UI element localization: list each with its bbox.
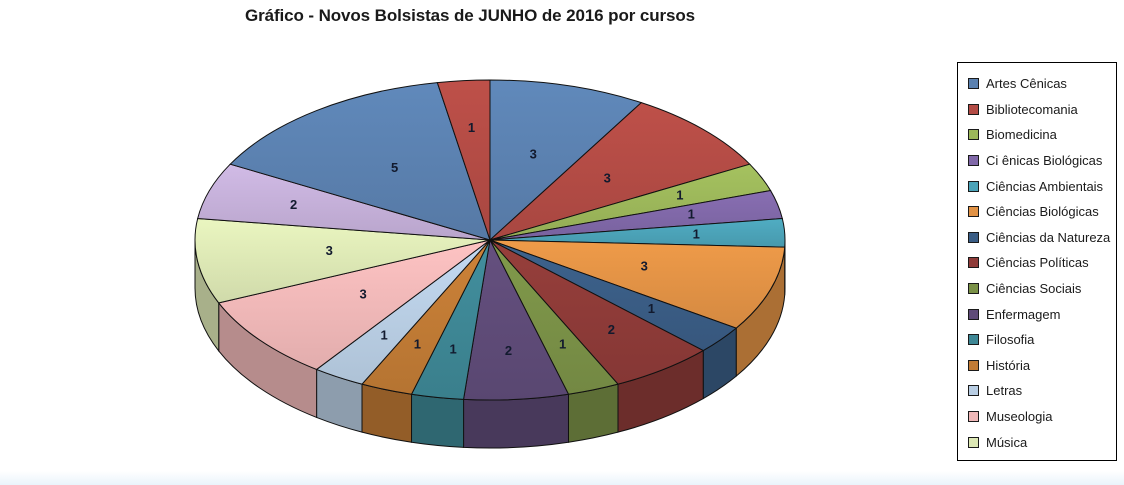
legend-item-label: Ciências Ambientais xyxy=(986,178,1104,194)
legend-color-swatch xyxy=(968,155,979,167)
legend-item-label: Ciências Sociais xyxy=(986,281,1082,297)
legend-color-swatch xyxy=(968,257,979,269)
legend-color-swatch xyxy=(968,385,979,397)
legend-color-swatch xyxy=(968,359,979,371)
legend-item-label: Filosofia xyxy=(986,332,1035,348)
legend-color-swatch xyxy=(968,436,979,448)
legend-item[interactable]: Enfermagem xyxy=(968,301,1116,327)
pie-slice-side xyxy=(411,393,465,448)
pie-slice-value-label: 3 xyxy=(604,171,611,186)
legend-item[interactable]: História xyxy=(968,353,1116,379)
pie-slice-value-label: 1 xyxy=(559,336,566,351)
legend-item[interactable]: Ciências Biológicas xyxy=(968,199,1116,225)
pie-slice-value-label: 1 xyxy=(648,301,655,316)
legend-item[interactable]: Ciências Ambientais xyxy=(968,173,1116,199)
legend-color-swatch xyxy=(968,334,979,346)
legend-item-label: Ciências da Natureza xyxy=(986,229,1111,245)
legend-color-swatch xyxy=(968,206,979,218)
legend-color-swatch xyxy=(968,78,979,90)
legend-item-label: Música xyxy=(986,434,1028,450)
pie-slice-value-label: 1 xyxy=(676,187,683,202)
pie-slice[interactable] xyxy=(489,79,643,242)
pie-slice-value-label: 1 xyxy=(449,342,456,357)
legend-color-swatch xyxy=(968,283,979,295)
pie-slice[interactable] xyxy=(229,82,491,241)
pie-slice-value-label: 1 xyxy=(380,328,387,343)
pie-top-faces xyxy=(194,79,786,401)
pie-slice-value-label: 2 xyxy=(505,343,512,358)
legend-item-label: Artes Cênicas xyxy=(986,76,1067,92)
legend-color-swatch xyxy=(968,411,979,423)
pie-slice[interactable] xyxy=(436,79,491,241)
legend-color-swatch xyxy=(968,180,979,192)
legend-item[interactable]: Ciências Sociais xyxy=(968,276,1116,302)
legend-color-swatch xyxy=(968,308,979,320)
legend-item[interactable]: Música xyxy=(968,429,1116,455)
legend-color-swatch xyxy=(968,103,979,115)
pie-slice-value-label: 3 xyxy=(359,286,366,301)
legend-item[interactable]: Artes Cênicas xyxy=(968,71,1116,97)
pie-slice[interactable] xyxy=(489,239,786,329)
legend-item-label: Bibliotecomania xyxy=(986,101,1078,117)
legend-item[interactable]: Filosofia xyxy=(968,327,1116,353)
pie-slice-value-label: 1 xyxy=(468,120,475,135)
pie-slice-value-label: 3 xyxy=(530,147,537,162)
legend-item-label: Ci ênicas Biológicas xyxy=(986,153,1103,169)
legend-item[interactable]: Biomedicina xyxy=(968,122,1116,148)
legend-item[interactable]: Ciências Políticas xyxy=(968,250,1116,276)
pie-slice[interactable] xyxy=(489,102,751,241)
pie-slice-value-label: 1 xyxy=(688,207,695,222)
pie-slice-side xyxy=(463,393,569,449)
legend-item[interactable]: Bibliotecomania xyxy=(968,97,1116,123)
legend-item-label: Ciências Políticas xyxy=(986,255,1089,271)
legend-item-label: História xyxy=(986,357,1031,373)
pie-slice-value-label: 5 xyxy=(391,160,398,175)
pie-slice[interactable] xyxy=(217,239,491,371)
pie-slice-value-label: 2 xyxy=(290,197,297,212)
legend-item[interactable]: Letras xyxy=(968,378,1116,404)
legend-item-label: Letras xyxy=(986,383,1023,399)
page-title: Gráfico - Novos Bolsistas de JUNHO de 20… xyxy=(244,6,696,25)
legend-color-swatch xyxy=(968,231,979,243)
legend-item-label: Ciências Biológicas xyxy=(986,204,1099,220)
legend-item[interactable]: Ci ênicas Biológicas xyxy=(968,148,1116,174)
legend-item[interactable]: Museologia xyxy=(968,404,1116,430)
legend-item-label: Enfermagem xyxy=(986,306,1061,322)
pie-slice[interactable] xyxy=(194,217,491,304)
bottom-gradient-strip xyxy=(0,471,1124,485)
legend-item-label: Biomedicina xyxy=(986,127,1057,143)
legend-item-label: Museologia xyxy=(986,409,1053,425)
legend-item[interactable]: Ciências da Natureza xyxy=(968,225,1116,251)
pie-slice-value-label: 2 xyxy=(608,322,615,337)
pie-slice-value-label: 1 xyxy=(414,336,421,351)
legend-color-swatch xyxy=(968,129,979,141)
legend: Artes Cênicas Bibliotecomania Biomedicina C… xyxy=(957,62,1117,461)
pie-slice-value-label: 3 xyxy=(641,259,648,274)
pie-slice-value-label: 1 xyxy=(693,226,700,241)
pie-slice-value-label: 3 xyxy=(326,243,333,258)
pie-3d-sides xyxy=(194,239,786,449)
